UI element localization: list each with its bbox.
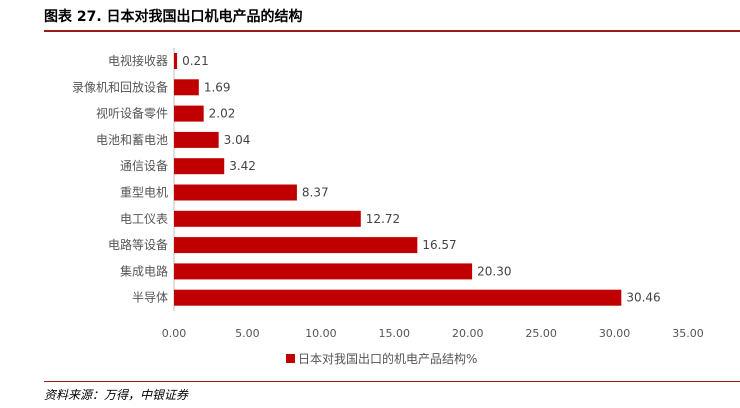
bar	[174, 105, 204, 122]
category-label: 视听设备零件	[96, 106, 168, 121]
category-label: 电工仪表	[120, 212, 168, 226]
x-tick-label: 20.00	[452, 327, 484, 340]
category-label: 电路等设备	[108, 237, 168, 252]
x-tick-label: 15.00	[379, 327, 411, 340]
source-note: 资料来源：万得，中银证券	[44, 388, 189, 402]
bar	[174, 131, 219, 148]
category-label: 通信设备	[120, 159, 168, 173]
bar	[174, 79, 199, 96]
value-label: 8.37	[302, 186, 329, 200]
figure-title: 图表 27. 日本对我国出口机电产品的结构	[44, 9, 303, 25]
value-label: 30.46	[626, 291, 660, 305]
x-tick-label: 35.00	[672, 327, 704, 340]
value-label: 2.02	[209, 107, 236, 121]
category-label: 重型电机	[120, 186, 168, 200]
value-label: 16.57	[422, 238, 456, 252]
x-tick-label: 25.00	[525, 327, 557, 340]
value-label: 3.04	[224, 133, 251, 147]
legend: 日本对我国出口的机电产品结构%	[286, 351, 477, 366]
bar	[174, 263, 473, 280]
value-label: 20.30	[477, 264, 511, 278]
legend-label: 日本对我国出口的机电产品结构%	[298, 351, 477, 366]
value-label: 3.42	[229, 159, 256, 173]
category-label: 半导体	[132, 291, 168, 305]
bar	[174, 237, 418, 254]
category-label: 录像机和回放设备	[72, 79, 168, 94]
x-tick-label: 30.00	[599, 327, 631, 340]
legend-swatch	[286, 354, 295, 363]
value-label: 12.72	[366, 212, 400, 226]
title-rule	[44, 30, 740, 32]
bar	[174, 289, 622, 306]
x-tick-label: 10.00	[305, 327, 337, 340]
source-rule	[44, 381, 740, 382]
bar	[174, 210, 361, 227]
bar-chart: 电视接收器录像机和回放设备视听设备零件电池和蓄电池通信设备重型电机电工仪表电路等…	[72, 47, 704, 366]
value-label: 1.69	[204, 80, 231, 94]
bar	[174, 53, 178, 69]
bar	[174, 184, 297, 201]
bar	[174, 158, 225, 175]
value-label: 0.21	[182, 54, 209, 68]
category-label: 电池和蓄电池	[96, 133, 168, 147]
x-tick-label: 0.00	[162, 327, 187, 340]
x-tick-label: 5.00	[235, 327, 260, 340]
category-label: 电视接收器	[108, 53, 168, 68]
category-label: 集成电路	[120, 263, 168, 278]
